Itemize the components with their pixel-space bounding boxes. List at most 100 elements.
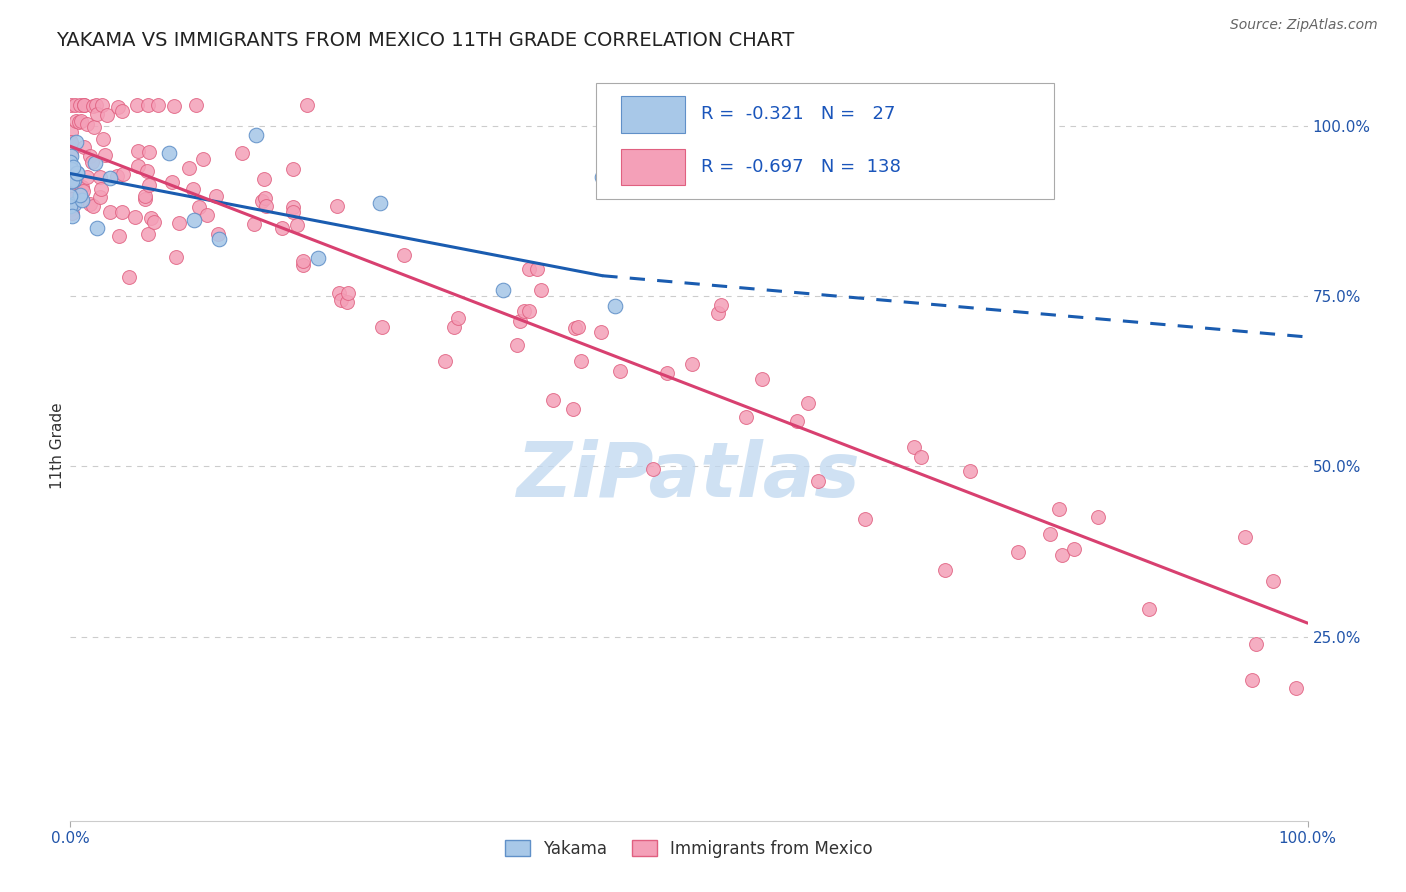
Point xyxy=(208,232,231,246)
Point xyxy=(242,217,264,231)
Point xyxy=(186,98,208,112)
Point xyxy=(562,401,585,416)
Point xyxy=(329,293,352,307)
Point xyxy=(1241,673,1264,687)
Text: R =  -0.697   N =  138: R = -0.697 N = 138 xyxy=(702,158,901,176)
Point xyxy=(86,107,108,121)
Point xyxy=(492,283,515,297)
Point xyxy=(96,108,118,122)
Point xyxy=(118,270,141,285)
Point xyxy=(283,205,305,219)
Text: YAKAMA VS IMMIGRANTS FROM MEXICO 11TH GRADE CORRELATION CHART: YAKAMA VS IMMIGRANTS FROM MEXICO 11TH GR… xyxy=(56,31,794,50)
Point xyxy=(591,169,613,184)
Point xyxy=(368,195,391,210)
Point xyxy=(287,218,309,232)
Point xyxy=(111,204,134,219)
Point xyxy=(90,98,112,112)
Point xyxy=(1050,548,1073,562)
Point xyxy=(69,98,91,112)
Point xyxy=(751,372,773,386)
Point xyxy=(139,211,162,225)
Point xyxy=(63,98,86,112)
Point xyxy=(94,147,117,161)
Point xyxy=(136,227,159,241)
Point xyxy=(710,298,733,312)
Point xyxy=(707,306,730,320)
Point xyxy=(603,299,626,313)
Point xyxy=(73,98,96,112)
Point xyxy=(934,563,956,577)
Point xyxy=(295,98,318,112)
Point xyxy=(447,311,470,326)
Point xyxy=(434,354,457,368)
Point xyxy=(60,192,83,206)
Point xyxy=(1039,526,1062,541)
Point xyxy=(271,221,294,235)
Y-axis label: 11th Grade: 11th Grade xyxy=(49,402,65,490)
FancyBboxPatch shape xyxy=(621,149,685,186)
Point xyxy=(526,262,548,277)
Point xyxy=(328,286,350,301)
Point xyxy=(1087,510,1109,524)
Point xyxy=(107,100,129,114)
Point xyxy=(59,180,82,194)
Point xyxy=(569,353,592,368)
Point xyxy=(641,462,664,476)
Point xyxy=(564,320,586,334)
Point xyxy=(609,363,631,377)
Point xyxy=(160,175,183,189)
Point xyxy=(254,199,277,213)
Point xyxy=(1063,542,1085,557)
Point xyxy=(63,197,86,211)
Point xyxy=(138,145,160,159)
Point xyxy=(62,172,84,186)
FancyBboxPatch shape xyxy=(621,96,685,133)
Point xyxy=(253,172,276,186)
Point xyxy=(65,172,87,186)
Point xyxy=(98,170,121,185)
Point xyxy=(70,179,93,194)
Point xyxy=(59,135,82,149)
Point xyxy=(66,194,89,208)
Point xyxy=(325,199,347,213)
Point xyxy=(62,160,84,174)
Point xyxy=(157,146,180,161)
Point xyxy=(83,120,105,135)
Point xyxy=(65,113,87,128)
Point xyxy=(181,182,204,196)
Point xyxy=(177,161,200,175)
Point xyxy=(59,125,82,139)
Point xyxy=(66,166,89,180)
Point xyxy=(1047,502,1070,516)
Point xyxy=(337,286,360,301)
Point xyxy=(959,464,981,478)
Point xyxy=(1263,574,1285,588)
Point xyxy=(59,145,82,160)
Point xyxy=(655,367,678,381)
Point xyxy=(307,252,329,266)
Point xyxy=(127,159,149,173)
Point xyxy=(60,174,83,188)
Point xyxy=(163,99,186,113)
Point xyxy=(1007,545,1029,559)
Point xyxy=(910,450,932,464)
Point xyxy=(1137,601,1160,615)
Point xyxy=(807,475,830,489)
Point xyxy=(187,200,209,214)
Point xyxy=(65,175,87,189)
Point xyxy=(281,162,304,177)
Point xyxy=(134,189,156,203)
Text: ZiPatlas: ZiPatlas xyxy=(517,439,860,513)
Point xyxy=(681,357,703,371)
Point xyxy=(143,215,166,229)
Point xyxy=(69,187,91,202)
Point xyxy=(134,192,156,206)
Point xyxy=(89,190,111,204)
Point xyxy=(70,193,93,207)
Point xyxy=(1234,531,1257,545)
Point xyxy=(112,167,135,181)
Point xyxy=(76,169,98,184)
Point xyxy=(204,189,226,203)
Point xyxy=(84,156,107,170)
Point xyxy=(80,155,103,169)
